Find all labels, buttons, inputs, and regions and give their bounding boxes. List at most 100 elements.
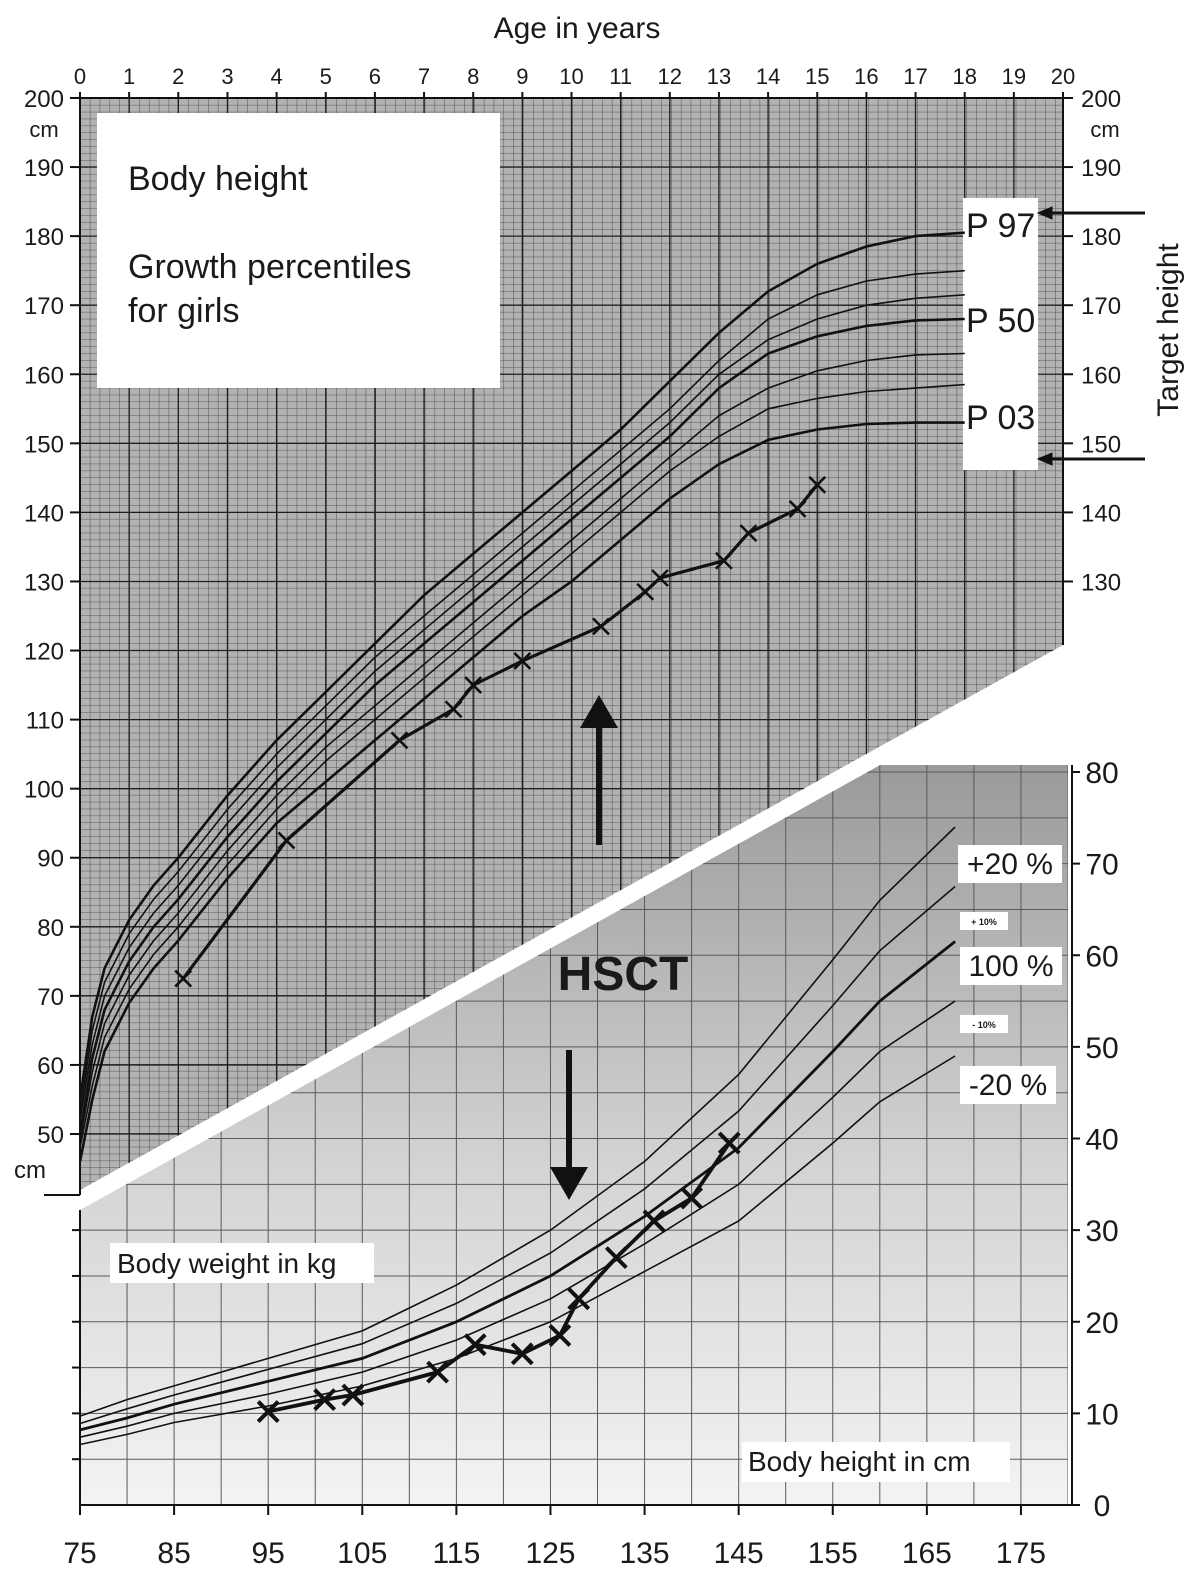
patient-weight-point xyxy=(567,1287,591,1311)
body-weight-tick-label: 10 xyxy=(1085,1398,1118,1431)
patient-height-point xyxy=(592,617,610,636)
unit-left-top: cm xyxy=(29,117,58,142)
weight-series-label: +20 % xyxy=(967,848,1053,881)
body-weight-tick-label: 70 xyxy=(1085,849,1118,882)
height-tick-label: 50 xyxy=(37,1122,64,1149)
hsct-label: HSCT xyxy=(558,948,689,1001)
patient-weight-point xyxy=(463,1333,487,1357)
percentile-curve xyxy=(80,294,965,1121)
weight-series-label: -20 % xyxy=(969,1069,1047,1102)
body-height-tick-label: 125 xyxy=(525,1537,575,1570)
weight-series-label-box xyxy=(960,1066,1056,1104)
patient-weight-point xyxy=(680,1186,704,1210)
body-height-tick-label: 145 xyxy=(714,1537,764,1570)
height-tick-label: 70 xyxy=(37,984,64,1011)
weight-axes: 75 85 95 105 115 125 135 145 155 165 175 0 10 20 30 40 5… xyxy=(63,757,1118,1570)
weight-series-label: + 10% xyxy=(971,917,997,927)
patient-weight-point xyxy=(510,1342,534,1366)
right-height-tick-label: 170 xyxy=(1081,293,1121,320)
patient-height-point xyxy=(513,651,532,670)
height-tick-label: 130 xyxy=(24,569,64,596)
age-tick-label: 10 xyxy=(559,64,583,89)
right-height-tick-label: 140 xyxy=(1081,500,1121,527)
body-height-tick-label: 95 xyxy=(252,1537,285,1570)
hsct-arrow-up-icon xyxy=(580,695,618,845)
weight-percentage-curve xyxy=(79,885,956,1425)
right-height-tick-label: 160 xyxy=(1081,362,1121,389)
body-height-tick-label: 75 xyxy=(63,1537,96,1570)
weight-series-label-box xyxy=(960,912,1008,930)
body-height-tick-label: 155 xyxy=(808,1537,858,1570)
percentile-curve xyxy=(80,317,965,1135)
height-tick-label: 170 xyxy=(24,293,64,320)
right-height-tick-label: 130 xyxy=(1081,569,1121,596)
percentile-label: P 50 xyxy=(966,302,1035,340)
age-tick-label: 7 xyxy=(418,64,430,89)
weight-series-label-box xyxy=(960,947,1062,985)
percentile-curve xyxy=(80,231,965,1100)
patient-height-point xyxy=(788,500,807,518)
body-height-tick-label: 135 xyxy=(620,1537,670,1570)
body-weight-tick-label: 0 xyxy=(1094,1490,1111,1523)
weight-series-label: 100 % xyxy=(968,950,1053,983)
percentile-label: P 03 xyxy=(966,399,1035,437)
patient-weight-point xyxy=(717,1131,741,1155)
percentile-label-box xyxy=(963,198,1038,470)
body-height-tick-label: 115 xyxy=(432,1537,480,1570)
body-height-tick-label: 85 xyxy=(157,1537,190,1570)
age-tick-label: 19 xyxy=(1002,64,1026,89)
patient-height-point xyxy=(739,524,758,543)
age-tick-label: 17 xyxy=(903,64,927,89)
age-tick-label: 9 xyxy=(516,64,528,89)
patient-weight-point xyxy=(604,1246,628,1270)
weight-series-label: - 10% xyxy=(972,1020,996,1030)
age-tick-label: 0 xyxy=(74,64,86,89)
diagonal-separator xyxy=(80,645,1068,1210)
weight-series-label-box xyxy=(958,845,1062,883)
body-height-tick-label: 175 xyxy=(996,1537,1046,1570)
percentile-curve xyxy=(80,269,965,1114)
age-tick-label: 5 xyxy=(320,64,332,89)
age-tick-label: 8 xyxy=(467,64,479,89)
chart-subtitle-line1: Growth percentiles xyxy=(128,248,411,286)
age-tick-label: 20 xyxy=(1051,64,1075,89)
height-axes: 0 1 2 3 4 5 6 7 8 9 10 11 12 13 14 15 16 17 18 19 2050607080… xyxy=(14,64,1121,1196)
age-tick-label: 11 xyxy=(609,64,632,89)
body-weight-tick-label: 50 xyxy=(1085,1032,1118,1065)
weight-patient-series xyxy=(256,1131,741,1423)
right-height-tick-label: 190 xyxy=(1081,155,1121,182)
percentile-curve xyxy=(80,421,965,1162)
right-height-tick-label: 150 xyxy=(1081,431,1121,458)
patient-weight-point xyxy=(642,1209,666,1233)
age-tick-label: 14 xyxy=(756,64,780,89)
age-tick-label: 13 xyxy=(707,64,731,89)
body-weight-tick-label: 20 xyxy=(1085,1307,1118,1340)
body-weight-tick-label: 30 xyxy=(1085,1215,1118,1248)
unit-right-top: cm xyxy=(1090,117,1119,142)
percentile-curve xyxy=(80,383,965,1148)
patient-height-point xyxy=(444,700,463,719)
hsct-arrow-down-icon xyxy=(550,1050,588,1200)
weight-percentage-curve xyxy=(79,826,956,1417)
age-tick-label: 4 xyxy=(270,64,282,89)
height-patient-series xyxy=(174,475,827,988)
body-weight-tick-label: 80 xyxy=(1085,757,1118,790)
height-tick-label: 150 xyxy=(24,431,64,458)
unit-left-bottom: cm xyxy=(14,1157,46,1184)
weight-percentage-curve xyxy=(79,1000,956,1438)
patient-weight-point xyxy=(341,1383,365,1407)
right-height-tick-label: 200 xyxy=(1081,86,1121,113)
height-tick-label: 180 xyxy=(24,224,64,251)
patient-height-point xyxy=(714,551,733,570)
patient-weight-point xyxy=(548,1324,572,1347)
patient-height-point xyxy=(808,475,827,494)
age-tick-label: 12 xyxy=(658,64,682,89)
height-tick-label: 100 xyxy=(24,777,64,804)
patient-height-point xyxy=(390,731,409,750)
patient-height-point xyxy=(636,582,655,601)
height-tick-label: 160 xyxy=(24,362,64,389)
weight-percentile-curves xyxy=(79,826,956,1446)
patient-weight-point xyxy=(256,1400,280,1423)
patient-weight-point xyxy=(426,1360,449,1384)
